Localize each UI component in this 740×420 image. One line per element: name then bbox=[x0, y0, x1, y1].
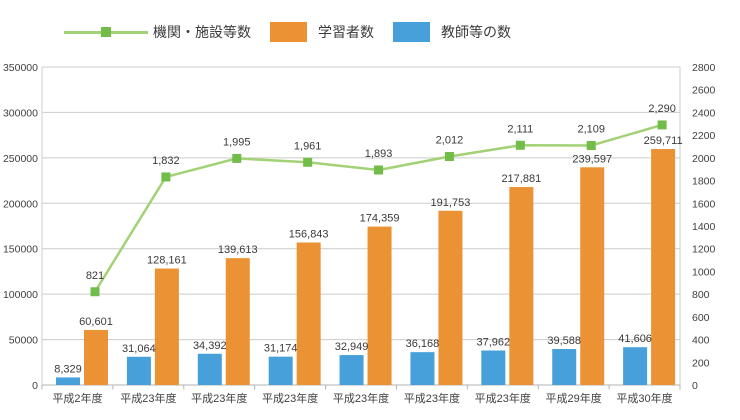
left-axis-tick-label: 250000 bbox=[3, 153, 38, 165]
teachers-bar bbox=[552, 349, 577, 385]
right-axis-tick-label: 200 bbox=[692, 357, 710, 369]
teachers-data-label: 41,606 bbox=[618, 333, 652, 345]
learners-bar bbox=[367, 226, 392, 385]
right-axis-tick-label: 2200 bbox=[692, 130, 716, 142]
learners-bar bbox=[580, 167, 605, 385]
x-axis-category-label: 平成23年度 bbox=[404, 391, 460, 405]
legend-line-swatch bbox=[64, 27, 148, 37]
learners-bar bbox=[438, 210, 463, 385]
right-axis-tick-label: 600 bbox=[692, 312, 710, 324]
institutions-marker bbox=[657, 120, 667, 130]
institutions-data-label: 1,832 bbox=[152, 155, 180, 167]
teachers-data-label: 31,064 bbox=[122, 343, 156, 355]
institutions-data-label: 821 bbox=[86, 270, 104, 282]
left-axis-tick-label: 0 bbox=[32, 380, 38, 392]
institutions-marker bbox=[515, 140, 525, 150]
learners-data-label: 259,711 bbox=[644, 135, 683, 147]
teachers-bar bbox=[623, 347, 648, 385]
right-axis-tick-label: 2000 bbox=[692, 153, 716, 165]
right-axis-tick-label: 800 bbox=[692, 289, 710, 301]
left-axis-tick-label: 200000 bbox=[3, 198, 38, 210]
legend-label-teachers: 教師等の数 bbox=[441, 24, 511, 40]
institutions-data-label: 2,109 bbox=[577, 123, 605, 135]
institutions-data-label: 2,111 bbox=[507, 123, 533, 135]
learners-data-label: 128,161 bbox=[147, 255, 187, 267]
right-axis-tick-label: 1600 bbox=[692, 198, 716, 210]
teachers-data-label: 39,588 bbox=[547, 335, 581, 347]
x-axis-category-label: 平成23年度 bbox=[475, 391, 531, 405]
institutions-marker bbox=[586, 140, 596, 150]
teachers-bar bbox=[339, 355, 364, 385]
institutions-marker bbox=[161, 172, 171, 182]
institutions-marker bbox=[90, 287, 100, 297]
right-axis-tick-label: 2800 bbox=[692, 62, 716, 74]
learners-bar bbox=[154, 268, 179, 385]
right-axis-tick-label: 1400 bbox=[692, 221, 716, 233]
left-axis-tick-label: 100000 bbox=[3, 289, 38, 301]
learners-data-label: 174,359 bbox=[360, 213, 400, 225]
right-axis-tick-label: 2400 bbox=[692, 107, 716, 119]
legend-label-institutions: 機関・施設等数 bbox=[153, 24, 251, 40]
learners-bar bbox=[651, 149, 676, 385]
learners-bar bbox=[509, 187, 534, 385]
right-axis-tick-label: 0 bbox=[692, 380, 698, 392]
learners-data-label: 239,597 bbox=[572, 153, 612, 165]
teachers-data-label: 37,962 bbox=[477, 337, 511, 349]
teachers-data-label: 32,949 bbox=[335, 341, 369, 353]
legend-item-learners: 学習者数 bbox=[270, 22, 374, 42]
legend-item-institutions: 機関・施設等数 bbox=[64, 22, 251, 42]
institutions-data-label: 1,995 bbox=[223, 136, 251, 148]
x-axis-category-label: 平成23年度 bbox=[262, 391, 318, 405]
chart-legend: 機関・施設等数 学習者数 教師等の数 bbox=[64, 22, 530, 42]
learners-data-label: 60,601 bbox=[79, 316, 113, 328]
x-axis-category-label: 平成23年度 bbox=[120, 391, 176, 405]
x-axis-category-label: 平成30年度 bbox=[616, 391, 672, 405]
teachers-data-label: 31,174 bbox=[264, 343, 298, 355]
teachers-data-label: 8,329 bbox=[54, 363, 82, 375]
left-axis-tick-label: 350000 bbox=[3, 62, 38, 74]
learners-bar bbox=[84, 329, 108, 385]
legend-teachers-swatch bbox=[393, 22, 430, 42]
teachers-data-label: 36,168 bbox=[406, 338, 440, 350]
left-axis-tick-label: 50000 bbox=[9, 335, 38, 347]
institutions-data-label: 1,893 bbox=[365, 148, 393, 160]
institutions-data-label: 2,012 bbox=[436, 134, 464, 146]
learners-data-label: 217,881 bbox=[501, 173, 541, 185]
learners-data-label: 139,613 bbox=[218, 244, 258, 256]
learners-data-label: 191,753 bbox=[431, 197, 471, 209]
institutions-marker bbox=[303, 157, 313, 167]
learners-bar bbox=[296, 242, 321, 385]
x-axis-category-label: 平成23年度 bbox=[333, 391, 389, 405]
teachers-bar bbox=[481, 350, 506, 385]
right-axis-tick-label: 400 bbox=[692, 335, 710, 347]
x-axis-category-label: 平成2年度 bbox=[52, 391, 102, 405]
institutions-data-label: 2,290 bbox=[648, 103, 676, 115]
learners-data-label: 156,843 bbox=[289, 228, 329, 240]
legend-learners-swatch bbox=[270, 22, 307, 42]
left-axis-tick-label: 150000 bbox=[3, 244, 38, 256]
institutions-marker bbox=[444, 151, 454, 161]
x-axis-category-label: 平成29年度 bbox=[546, 391, 602, 405]
legend-item-teachers: 教師等の数 bbox=[393, 22, 511, 42]
teachers-bar bbox=[197, 353, 222, 385]
legend-label-learners: 学習者数 bbox=[318, 24, 374, 40]
institutions-marker bbox=[374, 165, 384, 175]
right-axis-tick-label: 2600 bbox=[692, 85, 716, 97]
teachers-bar bbox=[126, 356, 151, 385]
x-axis-category-label: 平成23年度 bbox=[191, 391, 247, 405]
teachers-bar bbox=[410, 352, 435, 385]
teachers-data-label: 34,392 bbox=[193, 340, 227, 352]
institutions-marker bbox=[232, 153, 242, 163]
right-axis-tick-label: 1200 bbox=[692, 244, 716, 256]
right-axis-tick-label: 1800 bbox=[692, 176, 716, 188]
institutions-data-label: 1,961 bbox=[294, 140, 322, 152]
teachers-bar bbox=[56, 377, 80, 385]
right-axis-tick-label: 1000 bbox=[692, 266, 716, 278]
learners-bar bbox=[225, 258, 250, 385]
legend-line-marker-icon bbox=[101, 27, 111, 37]
teachers-bar bbox=[268, 356, 293, 385]
left-axis-tick-label: 300000 bbox=[3, 107, 38, 119]
